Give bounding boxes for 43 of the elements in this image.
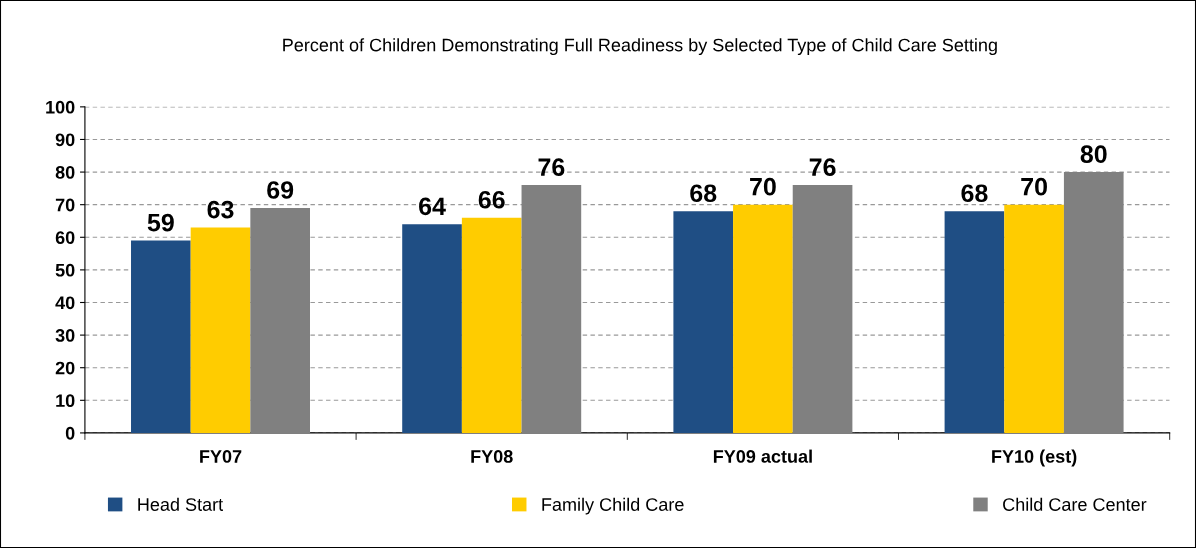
data-label: 68 — [961, 184, 988, 203]
bar — [1063, 172, 1124, 433]
data-label: 76 — [809, 158, 836, 177]
y-tick-label: 80 — [55, 166, 75, 179]
data-label: 63 — [207, 200, 234, 219]
data-label: 69 — [267, 181, 294, 199]
x-tick-label: FY09 actual — [713, 449, 812, 463]
x-tick-label: FY07 — [200, 450, 242, 463]
y-tick-label: 40 — [55, 296, 75, 310]
bar — [131, 240, 191, 433]
data-label: 76 — [538, 158, 565, 177]
y-tick-label: 30 — [55, 329, 75, 342]
y-tick-label: 10 — [56, 394, 75, 408]
x-tick-label: FY08 — [471, 450, 513, 463]
data-label: 68 — [690, 184, 717, 203]
legend-label: Head Start — [138, 497, 224, 511]
bar — [402, 224, 462, 433]
data-label: 80 — [1080, 145, 1107, 163]
bar — [733, 204, 793, 433]
y-tick-label: 0 — [65, 426, 75, 440]
data-label: 70 — [1021, 177, 1047, 196]
bar — [1004, 204, 1064, 433]
y-tick-label: 50 — [55, 263, 75, 277]
data-label: 70 — [750, 177, 776, 196]
x-tick-label: FY10 (est) — [992, 449, 1077, 467]
data-label: 66 — [478, 190, 505, 209]
y-tick-label: 60 — [55, 231, 75, 244]
bar — [250, 207, 311, 433]
y-tick-label: 20 — [55, 361, 75, 375]
y-tick-label: 70 — [55, 198, 75, 212]
bar — [190, 227, 251, 433]
legend-label: Child Care Center — [1003, 497, 1147, 511]
y-tick-label: 100 — [46, 100, 75, 114]
data-label: 59 — [147, 213, 174, 232]
bar — [461, 217, 522, 433]
bar — [944, 211, 1005, 433]
legend-label: Family Child Care — [542, 497, 684, 515]
bar — [792, 185, 853, 433]
y-tick-label: 90 — [55, 133, 75, 147]
data-label: 64 — [419, 197, 446, 216]
bar — [521, 185, 582, 433]
bar — [673, 211, 734, 433]
chart-title: Percent of Children Demonstrating Full Readiness by Selected Type of Child Care Setting — [283, 38, 997, 55]
